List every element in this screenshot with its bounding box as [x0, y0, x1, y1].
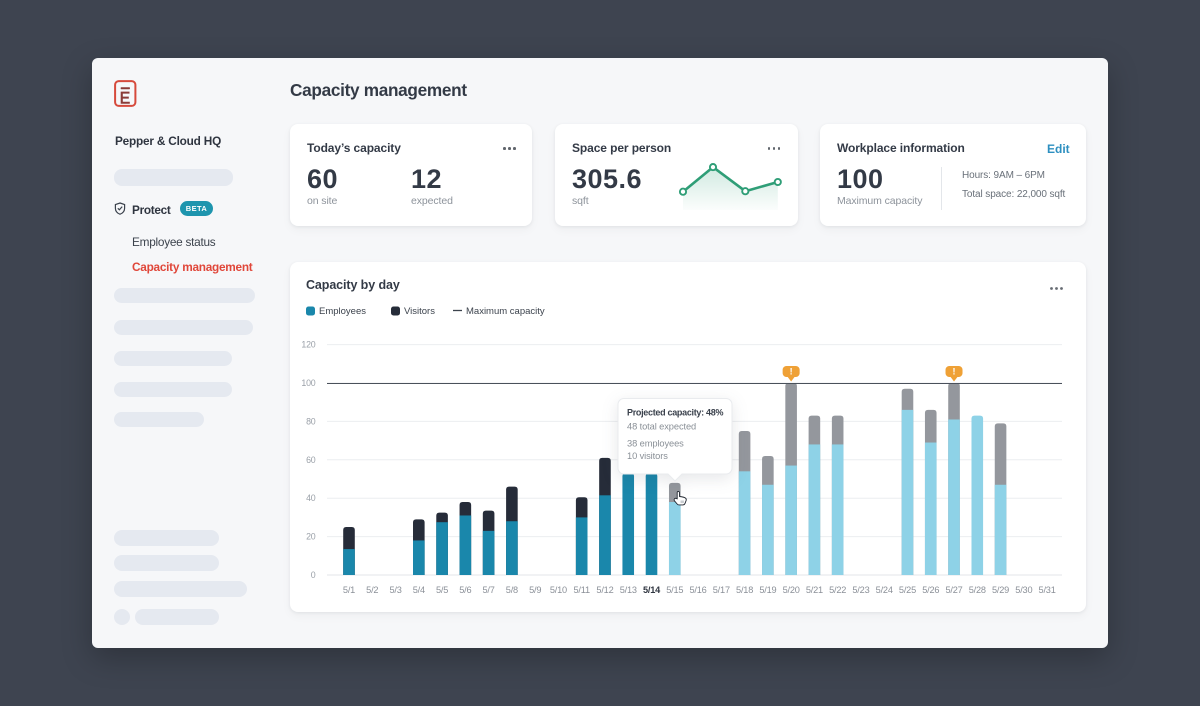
- svg-text:Projected capacity: 48%: Projected capacity: 48%: [627, 408, 723, 418]
- svg-text:5/3: 5/3: [389, 585, 401, 595]
- svg-text:5/6: 5/6: [459, 585, 471, 595]
- svg-text:80: 80: [306, 416, 316, 426]
- svg-text:5/4: 5/4: [413, 585, 425, 595]
- svg-text:5/11: 5/11: [573, 585, 589, 595]
- svg-text:5/17: 5/17: [713, 585, 730, 595]
- svg-text:5/18: 5/18: [736, 585, 753, 595]
- svg-text:Capacity by day: Capacity by day: [306, 278, 400, 292]
- svg-text:5/14: 5/14: [643, 585, 661, 595]
- svg-text:5/19: 5/19: [759, 585, 776, 595]
- svg-text:5/21: 5/21: [806, 585, 823, 595]
- svg-text:Maximum capacity: Maximum capacity: [466, 306, 545, 317]
- svg-text:5/10: 5/10: [550, 585, 567, 595]
- svg-text:120: 120: [301, 340, 315, 350]
- svg-text:5/27: 5/27: [945, 585, 962, 595]
- svg-text:5/23: 5/23: [852, 585, 869, 595]
- svg-text:5/25: 5/25: [899, 585, 916, 595]
- svg-text:48 total expected: 48 total expected: [627, 422, 696, 432]
- svg-text:!: !: [953, 367, 956, 377]
- svg-text:Visitors: Visitors: [404, 306, 435, 317]
- svg-text:5/2: 5/2: [366, 585, 378, 595]
- svg-text:5/1: 5/1: [343, 585, 355, 595]
- svg-text:5/26: 5/26: [922, 585, 939, 595]
- svg-text:5/16: 5/16: [690, 585, 707, 595]
- svg-text:100: 100: [301, 378, 315, 388]
- svg-text:40: 40: [306, 493, 316, 503]
- svg-text:5/28: 5/28: [969, 585, 986, 595]
- svg-text:5/7: 5/7: [483, 585, 495, 595]
- svg-text:5/15: 5/15: [666, 585, 683, 595]
- svg-text:5/13: 5/13: [620, 585, 637, 595]
- svg-text:5/12: 5/12: [596, 585, 613, 595]
- svg-text:!: !: [790, 367, 793, 377]
- svg-text:60: 60: [306, 455, 316, 465]
- svg-text:5/5: 5/5: [436, 585, 448, 595]
- svg-text:0: 0: [311, 570, 316, 580]
- svg-text:5/31: 5/31: [1039, 585, 1056, 595]
- svg-text:5/9: 5/9: [529, 585, 541, 595]
- svg-text:5/29: 5/29: [992, 585, 1009, 595]
- svg-text:38 employees: 38 employees: [627, 439, 684, 449]
- svg-text:5/22: 5/22: [829, 585, 846, 595]
- svg-text:Employees: Employees: [319, 306, 366, 317]
- svg-text:5/8: 5/8: [506, 585, 518, 595]
- svg-text:5/24: 5/24: [876, 585, 893, 595]
- svg-text:10 visitors: 10 visitors: [627, 451, 668, 461]
- svg-text:5/30: 5/30: [1015, 585, 1032, 595]
- svg-text:5/20: 5/20: [783, 585, 800, 595]
- svg-text:20: 20: [306, 532, 316, 542]
